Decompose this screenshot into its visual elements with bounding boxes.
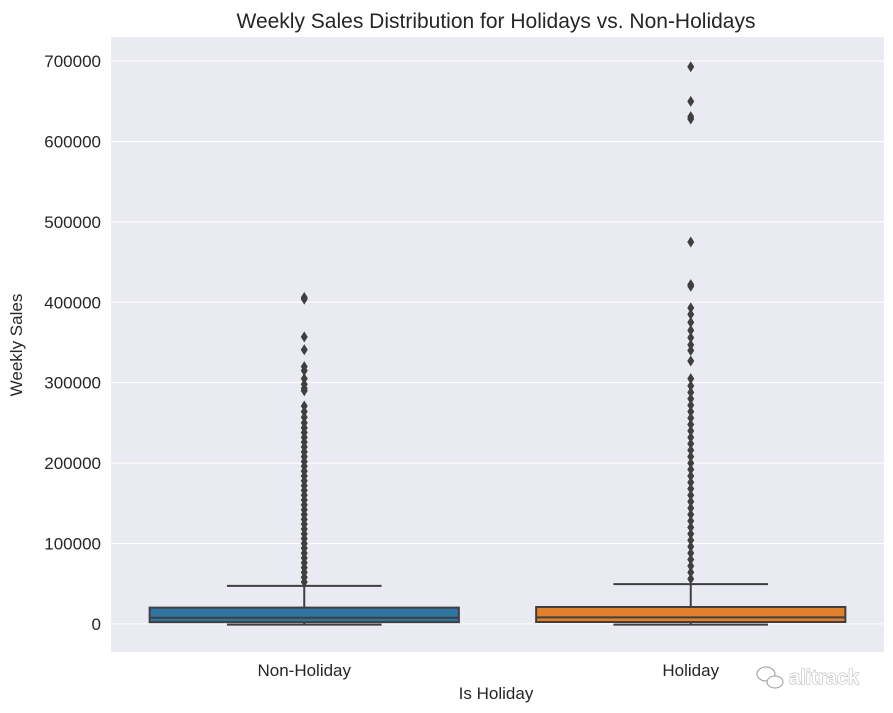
y-tick-label: 500000 bbox=[44, 213, 101, 232]
wechat-icon bbox=[756, 666, 784, 689]
outlier-point bbox=[300, 293, 308, 305]
grid-lines bbox=[111, 60, 884, 625]
watermark-text: alitrack bbox=[789, 667, 860, 689]
outlier-point bbox=[300, 400, 308, 412]
outlier-point bbox=[687, 489, 695, 501]
outlier-point bbox=[687, 573, 695, 585]
outlier-point bbox=[300, 344, 308, 356]
y-axis-label: Weekly Sales bbox=[7, 294, 26, 397]
outlier-point bbox=[687, 355, 695, 367]
x-tick-labels: Non-Holiday Holiday bbox=[257, 661, 719, 680]
outlier-point bbox=[687, 324, 695, 336]
outlier-point bbox=[687, 399, 695, 411]
y-tick-label: 100000 bbox=[44, 534, 101, 553]
y-tick-label: 300000 bbox=[44, 374, 101, 393]
outlier-point bbox=[687, 308, 695, 320]
outlier-point bbox=[300, 385, 308, 397]
y-tick-label: 600000 bbox=[44, 133, 101, 152]
outlier-point bbox=[687, 418, 695, 430]
outlier-point bbox=[687, 534, 695, 546]
outlier-point bbox=[300, 576, 308, 588]
outlier-point bbox=[300, 365, 308, 377]
outlier-point bbox=[687, 316, 695, 328]
outlier-point bbox=[687, 566, 695, 578]
plot-area bbox=[111, 37, 884, 652]
outlier-point bbox=[687, 302, 695, 314]
outlier-point bbox=[687, 541, 695, 553]
outlier-point bbox=[687, 425, 695, 437]
y-tick-label: 400000 bbox=[44, 293, 101, 312]
x-tick-label: Holiday bbox=[662, 661, 719, 680]
box-holiday bbox=[535, 605, 847, 624]
outlier-point bbox=[687, 412, 695, 424]
outlier-point bbox=[687, 509, 695, 521]
x-tick-label: Non-Holiday bbox=[257, 661, 351, 680]
y-tick-label: 700000 bbox=[44, 52, 101, 71]
outlier-point bbox=[687, 444, 695, 456]
outlier-point bbox=[300, 406, 308, 418]
outlier-point bbox=[687, 61, 695, 73]
outlier-point bbox=[300, 373, 308, 385]
x-axis-label: Is Holiday bbox=[459, 684, 534, 703]
outlier-point bbox=[687, 502, 695, 514]
y-tick-label: 200000 bbox=[44, 454, 101, 473]
outlier-point bbox=[687, 560, 695, 572]
outlier-point bbox=[687, 339, 695, 351]
outlier-point bbox=[687, 345, 695, 357]
outlier-point bbox=[687, 373, 695, 385]
outlier-point bbox=[687, 496, 695, 508]
watermark: alitrack bbox=[756, 666, 860, 689]
outlier-point bbox=[687, 521, 695, 533]
outlier-point bbox=[687, 438, 695, 450]
outlier-point bbox=[687, 113, 695, 125]
outlier-point bbox=[687, 451, 695, 463]
boxes bbox=[148, 61, 847, 626]
outlier-point bbox=[687, 528, 695, 540]
outlier-point bbox=[687, 476, 695, 488]
outlier-point bbox=[687, 386, 695, 398]
outlier-point bbox=[687, 431, 695, 443]
outlier-point bbox=[687, 95, 695, 107]
outlier-point bbox=[687, 380, 695, 392]
outlier-point bbox=[687, 464, 695, 476]
outlier-point bbox=[300, 331, 308, 343]
outlier-point bbox=[687, 483, 695, 495]
outlier-point bbox=[687, 332, 695, 344]
chart-title: Weekly Sales Distribution for Holidays v… bbox=[237, 10, 756, 33]
y-tick-label: 0 bbox=[92, 615, 101, 634]
outlier-point bbox=[687, 554, 695, 566]
outlier-point bbox=[300, 411, 308, 423]
outlier-point bbox=[687, 280, 695, 292]
y-tick-labels: 0 100000 200000 300000 400000 500000 600000 700… bbox=[44, 52, 101, 634]
outlier-point bbox=[687, 547, 695, 559]
outlier-point bbox=[687, 470, 695, 482]
outlier-point bbox=[687, 406, 695, 418]
outlier-point bbox=[687, 457, 695, 469]
outlier-point bbox=[687, 393, 695, 405]
outlier-point bbox=[687, 236, 695, 248]
box-non-holiday bbox=[148, 606, 460, 624]
outlier-point bbox=[687, 515, 695, 527]
